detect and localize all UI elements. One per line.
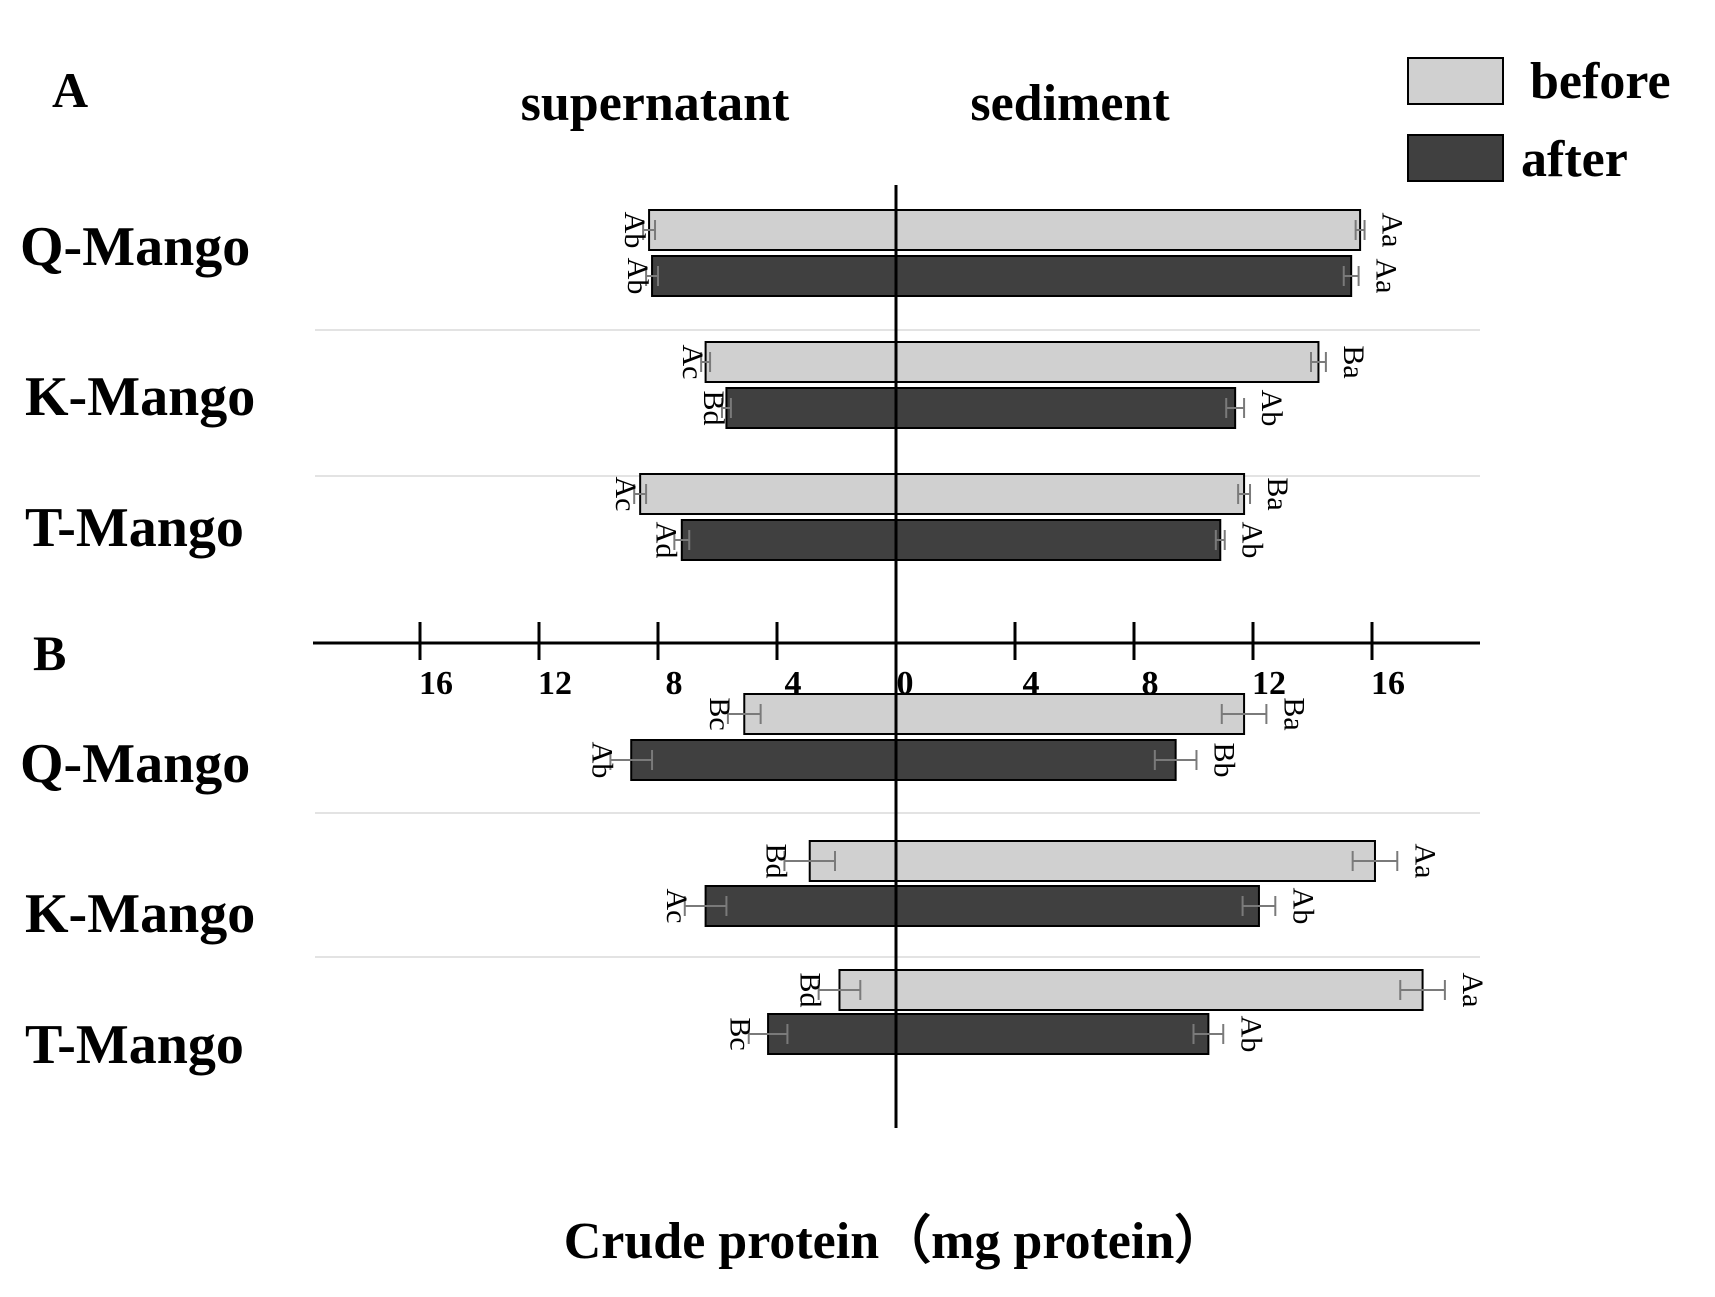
category-label-b-t-mango: T-Mango: [25, 1014, 244, 1076]
category-label-a-q-mango: Q-Mango: [20, 216, 250, 278]
x-tick-label: 4: [785, 665, 802, 702]
panel-a-q-mango-after-sediment-sig-label: Aa: [1370, 259, 1403, 294]
panel-b-q-mango-before-sediment-bar: [895, 693, 1246, 735]
x-tick-label: 8: [666, 665, 683, 702]
category-label-a-k-mango: K-Mango: [25, 366, 255, 428]
panel-b-t-mango-after-sediment-error-bar: [1192, 1024, 1225, 1044]
panel-a-q-mango-after-supernatant-bar: [651, 255, 897, 297]
panel-a-t-mango-before-supernatant-sig-label: Ac: [609, 477, 642, 512]
x-axis-ticks: 16 12 8 4 0 4 8 12 16: [418, 622, 1405, 702]
panel-a-t-mango-after-sediment-sig-label: Ab: [1236, 522, 1269, 559]
panel-b-t-mango-after-sediment-bar: [895, 1013, 1210, 1055]
panel-b-k-mango-before-sediment-error-bar: [1351, 851, 1399, 871]
panel-b-k-mango-after-supernatant-error-bar: [683, 896, 728, 916]
panel-b-k-mango-after-supernatant-sig-label: Ac: [660, 889, 693, 924]
x-tick-label: 12: [1252, 665, 1286, 702]
panel-b-k-mango-before-supernatant-error-bar: [783, 851, 837, 871]
panel-a-q-mango-before-sediment-bar: [895, 209, 1362, 251]
panel-a-q-mango-before-supernatant-bar: [648, 209, 898, 251]
panel-a-q-mango-after-sediment-bar: [895, 255, 1353, 297]
panel-b-q-mango-after-sediment-bar: [895, 739, 1177, 781]
panel-a-t-mango-after-sediment-bar: [895, 519, 1222, 561]
panel-a-k-mango-before-sediment-bar: [895, 341, 1320, 383]
panel-b-k-mango-before-sediment-sig-label: Aa: [1408, 844, 1441, 879]
panel-b-k-mango-before-sediment-bar: [895, 840, 1376, 882]
category-label-b-q-mango: Q-Mango: [20, 733, 250, 795]
panel-a-t-mango-before-sediment-bar: [895, 473, 1246, 515]
panel-b-q-mango-before-supernatant-bar: [743, 693, 898, 735]
panel-b-t-mango-before-sediment-sig-label: Aa: [1456, 973, 1489, 1008]
panel-a-k-mango-after-supernatant-sig-label: Bd: [697, 390, 730, 425]
panel-a-k-mango-before-supernatant-bar: [704, 341, 897, 383]
panel-a-t-mango-before-sediment-sig-label: Ba: [1261, 477, 1294, 510]
panel-a-t-mango-after-supernatant-error-bar: [673, 530, 691, 550]
x-tick-label: 12: [538, 665, 572, 702]
panel-b-q-mango-before-sediment-sig-label: Ba: [1277, 697, 1310, 730]
panel-a-t-mango-before-supernatant-bar: [639, 473, 898, 515]
x-tick-label: 4: [1023, 665, 1040, 702]
panel-b-k-mango-after-supernatant-bar: [704, 885, 897, 927]
category-label-a-t-mango: T-Mango: [25, 497, 244, 559]
panel-a-k-mango-before-sediment-sig-label: Ba: [1337, 345, 1370, 378]
panel-a-q-mango-after-supernatant-sig-label: Ab: [621, 258, 654, 295]
supernatant-header: supernatant: [521, 75, 790, 132]
panel-b-k-mango-before-supernatant-sig-label: Bd: [759, 843, 792, 878]
chart-marks: Ab Aa Ab Aa Ac Ba Bd Ab Ac Ba Ad Ab Bc Ba Ab Bb Bd Aa Ac Ab…: [585, 209, 1489, 1055]
legend-swatch-after: [1407, 134, 1504, 182]
panel-a-t-mango-after-supernatant-bar: [680, 519, 897, 561]
x-tick-label: 0: [897, 665, 914, 702]
panel-a-q-mango-before-sediment-error-bar: [1354, 220, 1366, 240]
panel-b-t-mango-after-sediment-sig-label: Ab: [1234, 1016, 1267, 1053]
panel-b-q-mango-after-supernatant-bar: [630, 739, 897, 781]
panel-a-t-mango-after-sediment-error-bar: [1214, 530, 1226, 550]
panel-a-t-mango-before-supernatant-error-bar: [633, 484, 648, 504]
panel-a-q-mango-before-supernatant-error-bar: [642, 220, 657, 240]
panel-a-k-mango-before-sediment-error-bar: [1310, 352, 1327, 372]
panel-a-k-mango-before-supernatant-error-bar: [700, 352, 712, 372]
sediment-header: sediment: [970, 75, 1170, 132]
panel-a-k-mango-after-sediment-bar: [895, 387, 1237, 429]
panel-b-q-mango-after-sediment-error-bar: [1153, 750, 1198, 770]
panel-b-q-mango-after-supernatant-sig-label: Ab: [585, 742, 618, 779]
panel-a-q-mango-before-supernatant-sig-label: Ab: [618, 212, 651, 249]
panel-b-t-mango-after-supernatant-bar: [767, 1013, 898, 1055]
legend-label-before: before: [1530, 53, 1671, 110]
panel-b-q-mango-after-sediment-sig-label: Bb: [1207, 742, 1240, 777]
panel-b-q-mango-after-supernatant-error-bar: [609, 750, 654, 770]
panel-b-k-mango-after-sediment-error-bar: [1241, 896, 1277, 916]
x-tick-label: 16: [419, 665, 453, 702]
panel-a-k-mango-before-supernatant-sig-label: Ac: [676, 345, 709, 380]
panel-b-t-mango-after-supernatant-error-bar: [747, 1024, 789, 1044]
panel-a-t-mango-before-sediment-error-bar: [1237, 484, 1252, 504]
panel-a-k-mango-after-supernatant-bar: [725, 387, 897, 429]
panel-a-q-mango-before-sediment-sig-label: Aa: [1376, 213, 1409, 248]
panel-a-q-mango-after-supernatant-error-bar: [645, 266, 659, 286]
panel-letter-b: B: [33, 625, 66, 681]
panel-b-q-mango-before-supernatant-error-bar: [726, 704, 762, 724]
legend-label-after: after: [1521, 131, 1628, 188]
panel-b-t-mango-before-sediment-error-bar: [1399, 980, 1446, 1000]
panel-b-k-mango-after-sediment-sig-label: Ab: [1286, 888, 1319, 925]
panel-b-t-mango-after-supernatant-sig-label: Bc: [724, 1017, 757, 1050]
panel-b-q-mango-before-sediment-error-bar: [1220, 704, 1268, 724]
panel-b-t-mango-before-sediment-bar: [895, 969, 1424, 1011]
legend: before after: [1407, 53, 1671, 188]
x-tick-label: 8: [1142, 665, 1159, 702]
panel-b-t-mango-before-supernatant-error-bar: [817, 980, 862, 1000]
panel-letter-a: A: [52, 62, 88, 118]
x-tick-label: 16: [1371, 665, 1405, 702]
panel-b-t-mango-before-supernatant-sig-label: Bd: [794, 972, 827, 1007]
x-axis-title: Crude protein（mg protein）: [564, 1212, 1227, 1270]
category-label-b-k-mango: K-Mango: [25, 883, 255, 945]
legend-swatch-before: [1407, 57, 1504, 105]
panel-b-k-mango-after-sediment-bar: [895, 885, 1260, 927]
panel-a-k-mango-after-supernatant-error-bar: [720, 398, 732, 418]
panel-a-k-mango-after-sediment-error-bar: [1225, 398, 1246, 418]
panel-a-q-mango-after-sediment-error-bar: [1342, 266, 1360, 286]
panel-a-k-mango-after-sediment-sig-label: Ab: [1255, 390, 1288, 427]
panel-b-q-mango-before-supernatant-sig-label: Bc: [703, 697, 736, 730]
panel-a-t-mango-after-supernatant-sig-label: Ad: [649, 522, 682, 559]
